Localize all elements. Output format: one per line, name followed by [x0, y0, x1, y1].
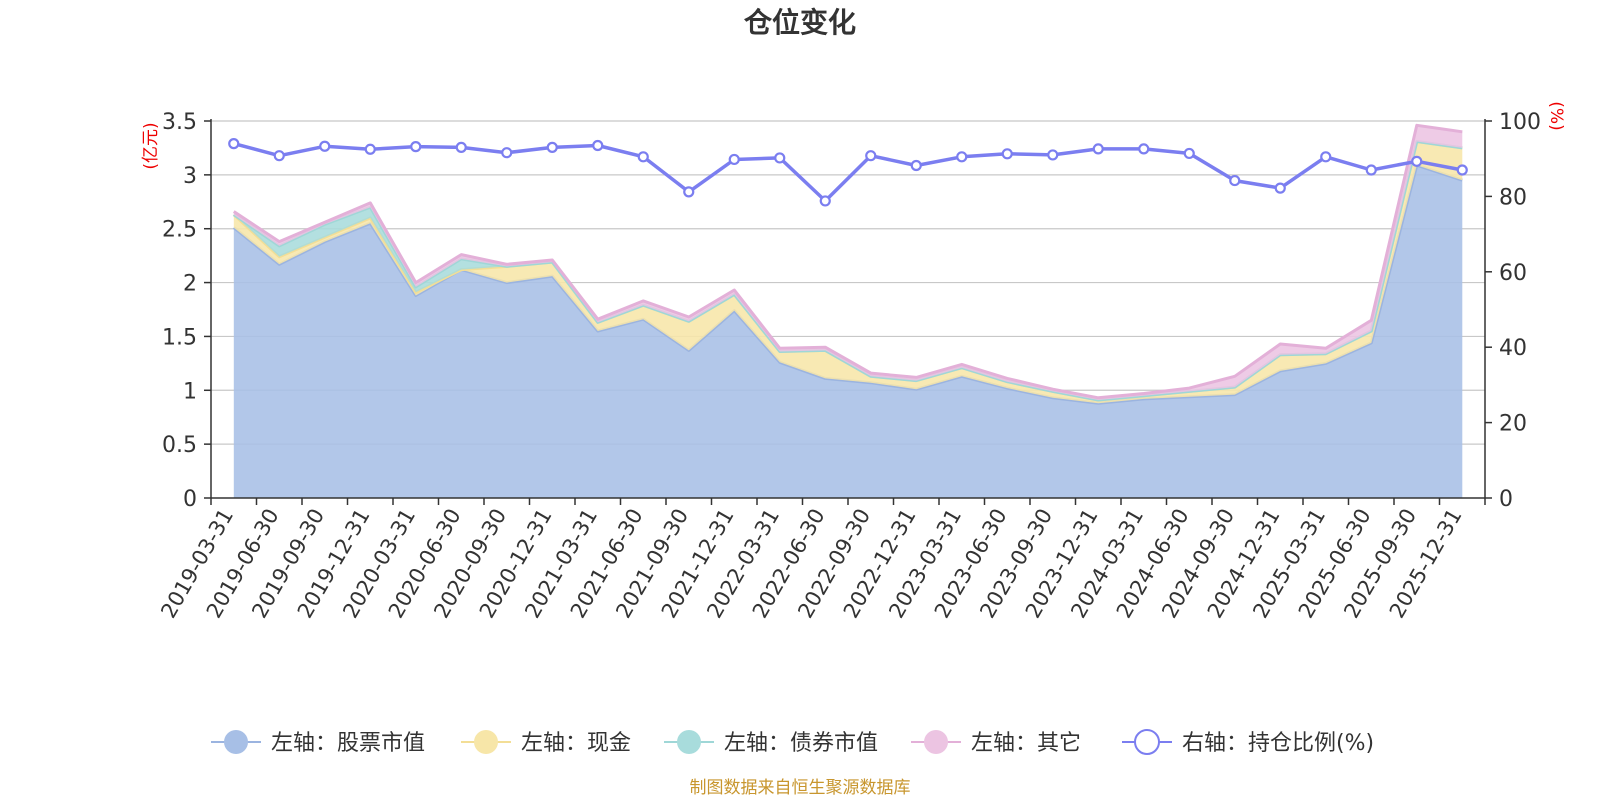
- legend-label: 左轴：股票市值: [271, 731, 425, 756]
- ratio-point: [1456, 164, 1468, 176]
- legend-label: 左轴：债券市值: [724, 731, 878, 756]
- ratio-point: [1411, 155, 1423, 167]
- right-tick-label: 100: [1499, 110, 1541, 135]
- ratio-point: [273, 150, 285, 162]
- ratio-point: [1047, 149, 1059, 161]
- ratio-line-path: [233, 141, 1463, 203]
- legend-label: 左轴：其它: [971, 731, 1081, 756]
- legend-item-1[interactable]: 左轴：股票市值: [211, 730, 425, 756]
- right-tick-label: 40: [1499, 336, 1527, 361]
- ratio-point: [546, 141, 558, 153]
- ratio-point: [956, 151, 968, 163]
- chart-title: 仓位变化: [744, 6, 856, 39]
- area-edge-4: [232, 123, 1463, 400]
- right-axis-unit: (%): [1546, 101, 1566, 130]
- ratio-point: [819, 195, 831, 207]
- ratio-point: [592, 139, 604, 152]
- stacked-areas: [232, 123, 1463, 498]
- legend-marker: [924, 730, 948, 754]
- ratio-line: [228, 138, 1468, 207]
- left-axis-unit: (亿元): [141, 122, 161, 169]
- ratio-point: [910, 159, 922, 172]
- ratio-point: [455, 141, 467, 153]
- ratio-point: [1001, 148, 1013, 160]
- legend-item-4[interactable]: 左轴：其它: [911, 730, 1081, 756]
- ratio-point: [865, 150, 877, 162]
- source-note: 制图数据来自恒生聚源数据库: [690, 778, 911, 798]
- ratio-point: [1365, 164, 1377, 176]
- left-tick-label: 3: [183, 164, 197, 189]
- legend-marker: [474, 730, 498, 754]
- left-tick-label: 0: [183, 487, 197, 512]
- right-tick-label: 80: [1499, 185, 1527, 210]
- ratio-point: [228, 138, 240, 150]
- legend-item-2[interactable]: 左轴：现金: [461, 730, 631, 756]
- left-tick-label: 1: [183, 379, 197, 404]
- ratio-point: [1229, 174, 1241, 187]
- left-tick-label: 2.5: [162, 218, 197, 243]
- left-tick-label: 3.5: [162, 110, 197, 135]
- ratio-point: [364, 143, 376, 155]
- ratio-point: [637, 151, 649, 163]
- legend-item-5[interactable]: 右轴：持仓比例(%): [1122, 729, 1374, 756]
- ratio-point: [683, 186, 695, 198]
- legend[interactable]: 左轴：股票市值 左轴：现金 左轴：债券市值 左轴：其它 右轴：持仓比例(%): [211, 729, 1374, 756]
- right-tick-label: 20: [1499, 412, 1527, 437]
- ratio-point: [1092, 143, 1104, 155]
- legend-marker: [224, 730, 248, 754]
- ratio-point: [319, 140, 331, 152]
- area-series-1: [233, 165, 1463, 498]
- ratio-point: [1183, 147, 1195, 160]
- right-tick-label: 0: [1499, 487, 1513, 512]
- left-tick-label: 1.5: [162, 325, 197, 350]
- legend-marker: [1134, 729, 1160, 755]
- legend-label: 左轴：现金: [521, 731, 631, 756]
- legend-label: 右轴：持仓比例(%): [1182, 731, 1374, 756]
- ratio-point: [410, 141, 422, 153]
- ratio-point: [728, 153, 740, 166]
- ratio-point: [1138, 143, 1150, 155]
- left-tick-label: 2: [183, 272, 197, 297]
- ratio-point: [1320, 151, 1332, 163]
- ratio-point: [1274, 182, 1286, 194]
- ratio-point: [501, 147, 513, 159]
- legend-item-3[interactable]: 左轴：债券市值: [664, 730, 878, 756]
- area-series-2: [233, 141, 1463, 404]
- left-tick-label: 0.5: [162, 433, 197, 458]
- right-tick-label: 60: [1499, 261, 1527, 286]
- ratio-point: [774, 152, 786, 164]
- legend-marker: [677, 730, 701, 754]
